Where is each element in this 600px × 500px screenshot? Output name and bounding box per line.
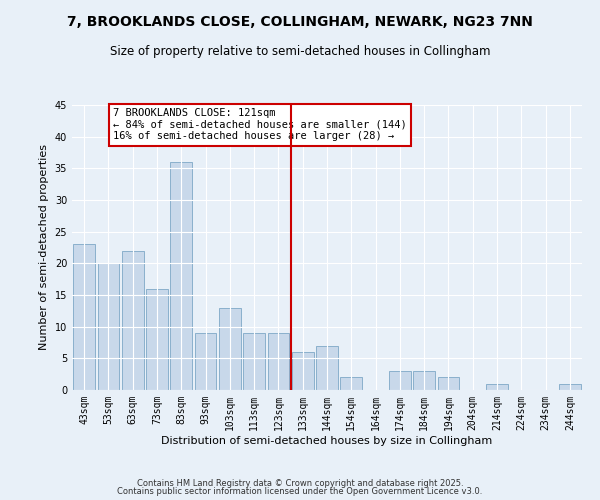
Bar: [170, 162, 192, 390]
Bar: [340, 378, 362, 390]
Bar: [243, 333, 265, 390]
Bar: [413, 371, 435, 390]
Bar: [97, 264, 119, 390]
Bar: [268, 333, 289, 390]
Bar: [146, 288, 168, 390]
Bar: [122, 250, 143, 390]
Bar: [389, 371, 411, 390]
Text: Size of property relative to semi-detached houses in Collingham: Size of property relative to semi-detach…: [110, 45, 490, 58]
Bar: [559, 384, 581, 390]
Text: Contains HM Land Registry data © Crown copyright and database right 2025.: Contains HM Land Registry data © Crown c…: [137, 478, 463, 488]
Bar: [194, 333, 217, 390]
Bar: [219, 308, 241, 390]
Bar: [486, 384, 508, 390]
Text: 7, BROOKLANDS CLOSE, COLLINGHAM, NEWARK, NG23 7NN: 7, BROOKLANDS CLOSE, COLLINGHAM, NEWARK,…: [67, 15, 533, 29]
Y-axis label: Number of semi-detached properties: Number of semi-detached properties: [39, 144, 49, 350]
Text: 7 BROOKLANDS CLOSE: 121sqm
← 84% of semi-detached houses are smaller (144)
16% o: 7 BROOKLANDS CLOSE: 121sqm ← 84% of semi…: [113, 108, 407, 142]
Bar: [437, 378, 460, 390]
Bar: [73, 244, 95, 390]
X-axis label: Distribution of semi-detached houses by size in Collingham: Distribution of semi-detached houses by …: [161, 436, 493, 446]
Bar: [292, 352, 314, 390]
Bar: [316, 346, 338, 390]
Text: Contains public sector information licensed under the Open Government Licence v3: Contains public sector information licen…: [118, 487, 482, 496]
